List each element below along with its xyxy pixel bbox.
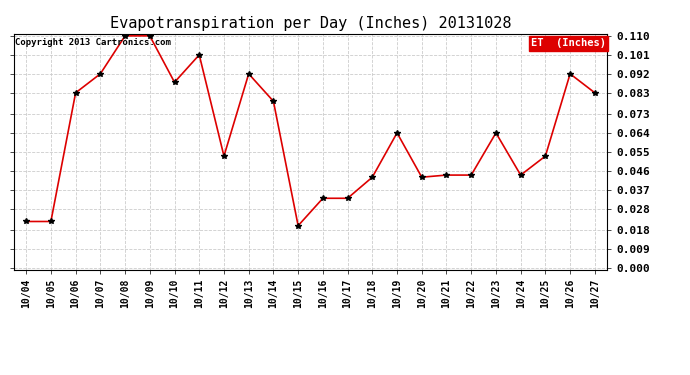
Text: Copyright 2013 Cartronics.com: Copyright 2013 Cartronics.com — [15, 39, 171, 48]
Title: Evapotranspiration per Day (Inches) 20131028: Evapotranspiration per Day (Inches) 2013… — [110, 16, 511, 31]
Text: ET  (Inches): ET (Inches) — [531, 39, 606, 48]
